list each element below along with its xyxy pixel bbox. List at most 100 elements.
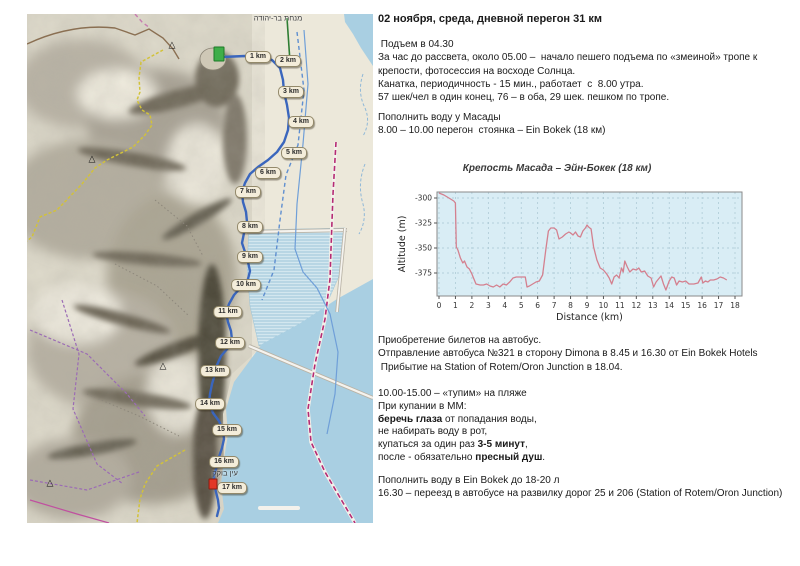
text-line: При купании в ММ: [378, 401, 798, 414]
text-line: крепости, фотосессия на восходе Солнца. [378, 65, 576, 77]
water-refill-paragraph: Пополнить воду у Масады 8.00 – 10.00 пер… [378, 111, 798, 138]
svg-text:10: 10 [599, 301, 609, 310]
text-line: Подъем в 04.30 [378, 39, 454, 50]
dotted-trails [86, 199, 204, 437]
svg-text:16: 16 [697, 301, 707, 310]
text-line: За час до рассвета, около 05.00 – начало… [378, 52, 758, 64]
text-line: Пополнить воду у Масады [378, 112, 501, 123]
svg-text:11: 11 [615, 301, 625, 310]
text-segment: купаться за один раз [378, 439, 478, 451]
svg-text:4: 4 [502, 301, 507, 310]
km-marker: 9 km [237, 251, 263, 263]
elevation-chart: 0 1 2 3 4 5 6 7 8 9 10 11 12 13 14 15 16 17 18 -300 -325 -350… [395, 158, 785, 328]
text-line: 8.00 – 10.00 перегон стоянка – Ein Bokek… [378, 125, 606, 137]
bus-tickets-paragraph: Приобретение билетов на автобус. Отправл… [378, 334, 798, 374]
evening-plan-paragraph: Пополнить воду в Ein Bokek до 18-20 л 16… [378, 474, 798, 501]
km-marker: 14 km [195, 398, 225, 410]
route-start-marker [213, 46, 225, 62]
dead-sea-north [344, 14, 373, 66]
bold-segment: пресный душ [475, 451, 543, 463]
text-segment: от попадания воды, [442, 413, 537, 425]
campsite-icon: △ [46, 478, 54, 489]
svg-text:14: 14 [664, 301, 674, 310]
km-marker: 6 km [255, 167, 281, 179]
text-line: Прибытие на Station of Rotem/Oron Juncti… [378, 361, 623, 373]
campsite-icon: △ [88, 154, 96, 165]
svg-text:15: 15 [681, 301, 691, 310]
blue-dashed-trail [261, 31, 305, 301]
brown-road [27, 26, 180, 60]
text-line: не набирать воду в рот, [378, 426, 798, 439]
km-marker: 13 km [200, 365, 230, 377]
svg-text:7: 7 [552, 301, 557, 310]
svg-text:13: 13 [648, 301, 658, 310]
km-marker: 1 km [245, 51, 271, 63]
text-line: 10.00-15.00 – «тупим» на пляже [378, 388, 798, 401]
text-line: после - обязательно пресный душ. [378, 452, 798, 465]
svg-text:-350: -350 [415, 244, 432, 253]
route-end-marker [208, 478, 218, 490]
bold-segment: беречь глаза [378, 413, 443, 425]
text-line: Пополнить воду в Ein Bokek до 18-20 л [378, 475, 560, 486]
text-line: 57 шек/чел в один конец, 76 – в оба, 29 … [378, 92, 670, 104]
map-place-label: עין בוקק [212, 468, 238, 478]
elevation-chart-canvas: 0 1 2 3 4 5 6 7 8 9 10 11 12 13 14 15 16 17 18-300-325-350… [397, 191, 743, 323]
bold-segment: 3-5 минут [477, 439, 525, 451]
topo-map[interactable]: 1 km 2 km 3 km 4 km 5 km 6 km 7 km 8 km 9 km 10 k… [27, 14, 373, 523]
svg-text:-300: -300 [415, 194, 432, 203]
dead-sea [218, 279, 373, 523]
km-marker: 16 km [209, 456, 239, 468]
svg-text:Altitude (m): Altitude (m) [397, 216, 408, 273]
chart-title: Крепость Масада – Эйн-Бокек (18 км) [462, 163, 652, 174]
text-line: Отправление автобуса №321 в сторону Dimo… [378, 348, 758, 360]
km-marker: 2 km [275, 55, 301, 67]
map-place-label: מנחת בר-יהודה [253, 13, 303, 23]
map-relief [27, 14, 265, 523]
text-segment: , [525, 439, 528, 451]
highway-90 [134, 14, 357, 523]
km-marker: 4 km [288, 116, 314, 128]
km-marker: 10 km [231, 279, 261, 291]
text-line: купаться за один раз 3-5 минут, [378, 439, 798, 452]
km-marker: 12 km [215, 337, 245, 349]
svg-text:-375: -375 [415, 269, 432, 278]
text-segment: . [542, 451, 546, 463]
yellow-trail [27, 49, 186, 523]
magenta-road [29, 499, 110, 523]
text-line: Приобретение билетов на автобус. [378, 335, 542, 346]
svg-text:3: 3 [486, 301, 491, 310]
km-marker: 8 km [237, 221, 263, 233]
km-marker: 15 km [212, 424, 242, 436]
svg-text:9: 9 [585, 301, 590, 310]
text-segment: после - обязательно [378, 451, 476, 463]
wadi-lines [358, 73, 369, 235]
km-marker: 17 km [217, 482, 247, 494]
svg-text:8: 8 [568, 301, 573, 310]
purple-trails [29, 299, 146, 491]
text-segment: 10.00-15.00 – «тупим» на пляже [378, 388, 527, 399]
text-line: 16.30 – переезд в автобусе на развилку д… [378, 488, 783, 500]
svg-text:1: 1 [453, 301, 458, 310]
text-line: Канатка, периодичность - 15 мин., работа… [378, 78, 644, 90]
day-heading: 02 ноября, среда, дневной перегон 31 км [378, 13, 603, 25]
km-marker: 11 km [213, 306, 243, 318]
sea-sandbar [258, 506, 300, 510]
svg-text:5: 5 [519, 301, 524, 310]
km-marker: 7 km [235, 186, 261, 198]
beach-rules-paragraph: 10.00-15.00 – «тупим» на пляже При купан… [378, 388, 798, 465]
campsite-icon: △ [168, 40, 176, 51]
campsite-icon: △ [159, 361, 167, 372]
svg-text:2: 2 [469, 301, 474, 310]
svg-text:Distance (km): Distance (km) [556, 312, 623, 323]
km-marker: 5 km [281, 147, 307, 159]
svg-text:-325: -325 [415, 219, 432, 228]
svg-text:0: 0 [437, 301, 442, 310]
svg-text:18: 18 [730, 301, 740, 310]
text-segment: При купании в ММ: [378, 400, 467, 412]
text-line: беречь глаза от попадания воды, [378, 414, 798, 427]
svg-text:6: 6 [535, 301, 540, 310]
map-canvas [27, 14, 373, 523]
km-marker: 3 km [278, 86, 304, 98]
morning-plan-paragraph: Подъем в 04.30 За час до рассвета, около… [378, 38, 798, 104]
